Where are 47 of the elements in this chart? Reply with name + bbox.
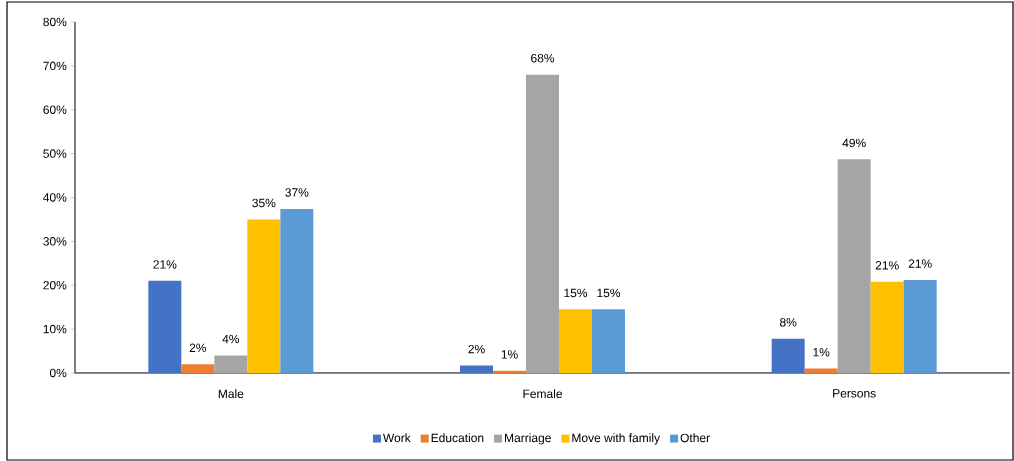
bar (493, 370, 527, 373)
data-label: 15% (597, 288, 621, 298)
bar (837, 159, 871, 373)
bar (592, 309, 626, 373)
y-tick-label: 70% (43, 61, 67, 71)
bar (280, 208, 314, 373)
bar (903, 279, 937, 373)
x-tick-label: Persons (833, 389, 876, 398)
x-tick-label: Female (523, 389, 562, 398)
y-tick-label: 0% (49, 368, 67, 378)
data-label: 1% (501, 350, 518, 359)
bar (460, 365, 494, 373)
bar (247, 219, 281, 373)
y-tick-label: 20% (43, 280, 67, 290)
data-label: 68% (531, 53, 555, 63)
data-label: 2% (189, 343, 207, 353)
y-tick-label: 60% (43, 105, 67, 114)
data-label: 8% (780, 318, 797, 327)
data-label: 4% (222, 334, 240, 344)
data-label: 21% (908, 259, 932, 268)
data-label: 35% (252, 198, 276, 208)
y-tick-label: 80% (43, 17, 67, 27)
data-label: 49% (842, 138, 866, 148)
legend-label: Marriage (505, 433, 551, 445)
bar (559, 309, 593, 373)
y-tick-label: 30% (43, 237, 67, 246)
bar (771, 338, 805, 373)
legend-label: Work (382, 433, 411, 443)
bar (804, 368, 838, 373)
x-tick-label: Male (218, 389, 244, 398)
y-tick-label: 50% (43, 149, 67, 158)
data-label: 1% (813, 348, 830, 357)
data-label: 21% (153, 260, 177, 269)
bar (526, 74, 560, 373)
bar (214, 355, 248, 373)
bar (181, 364, 215, 373)
legend-label: Education (431, 433, 484, 443)
legend-label: Move with family (572, 433, 661, 445)
legend-label: Other (680, 433, 710, 443)
bar (148, 280, 182, 373)
data-label: 2% (468, 344, 485, 354)
data-label: 37% (285, 188, 309, 197)
data-label: 21% (875, 261, 899, 270)
bar (870, 281, 904, 373)
data-label: 15% (564, 288, 588, 298)
y-tick-label: 40% (43, 193, 67, 202)
y-tick-label: 10% (43, 324, 67, 334)
